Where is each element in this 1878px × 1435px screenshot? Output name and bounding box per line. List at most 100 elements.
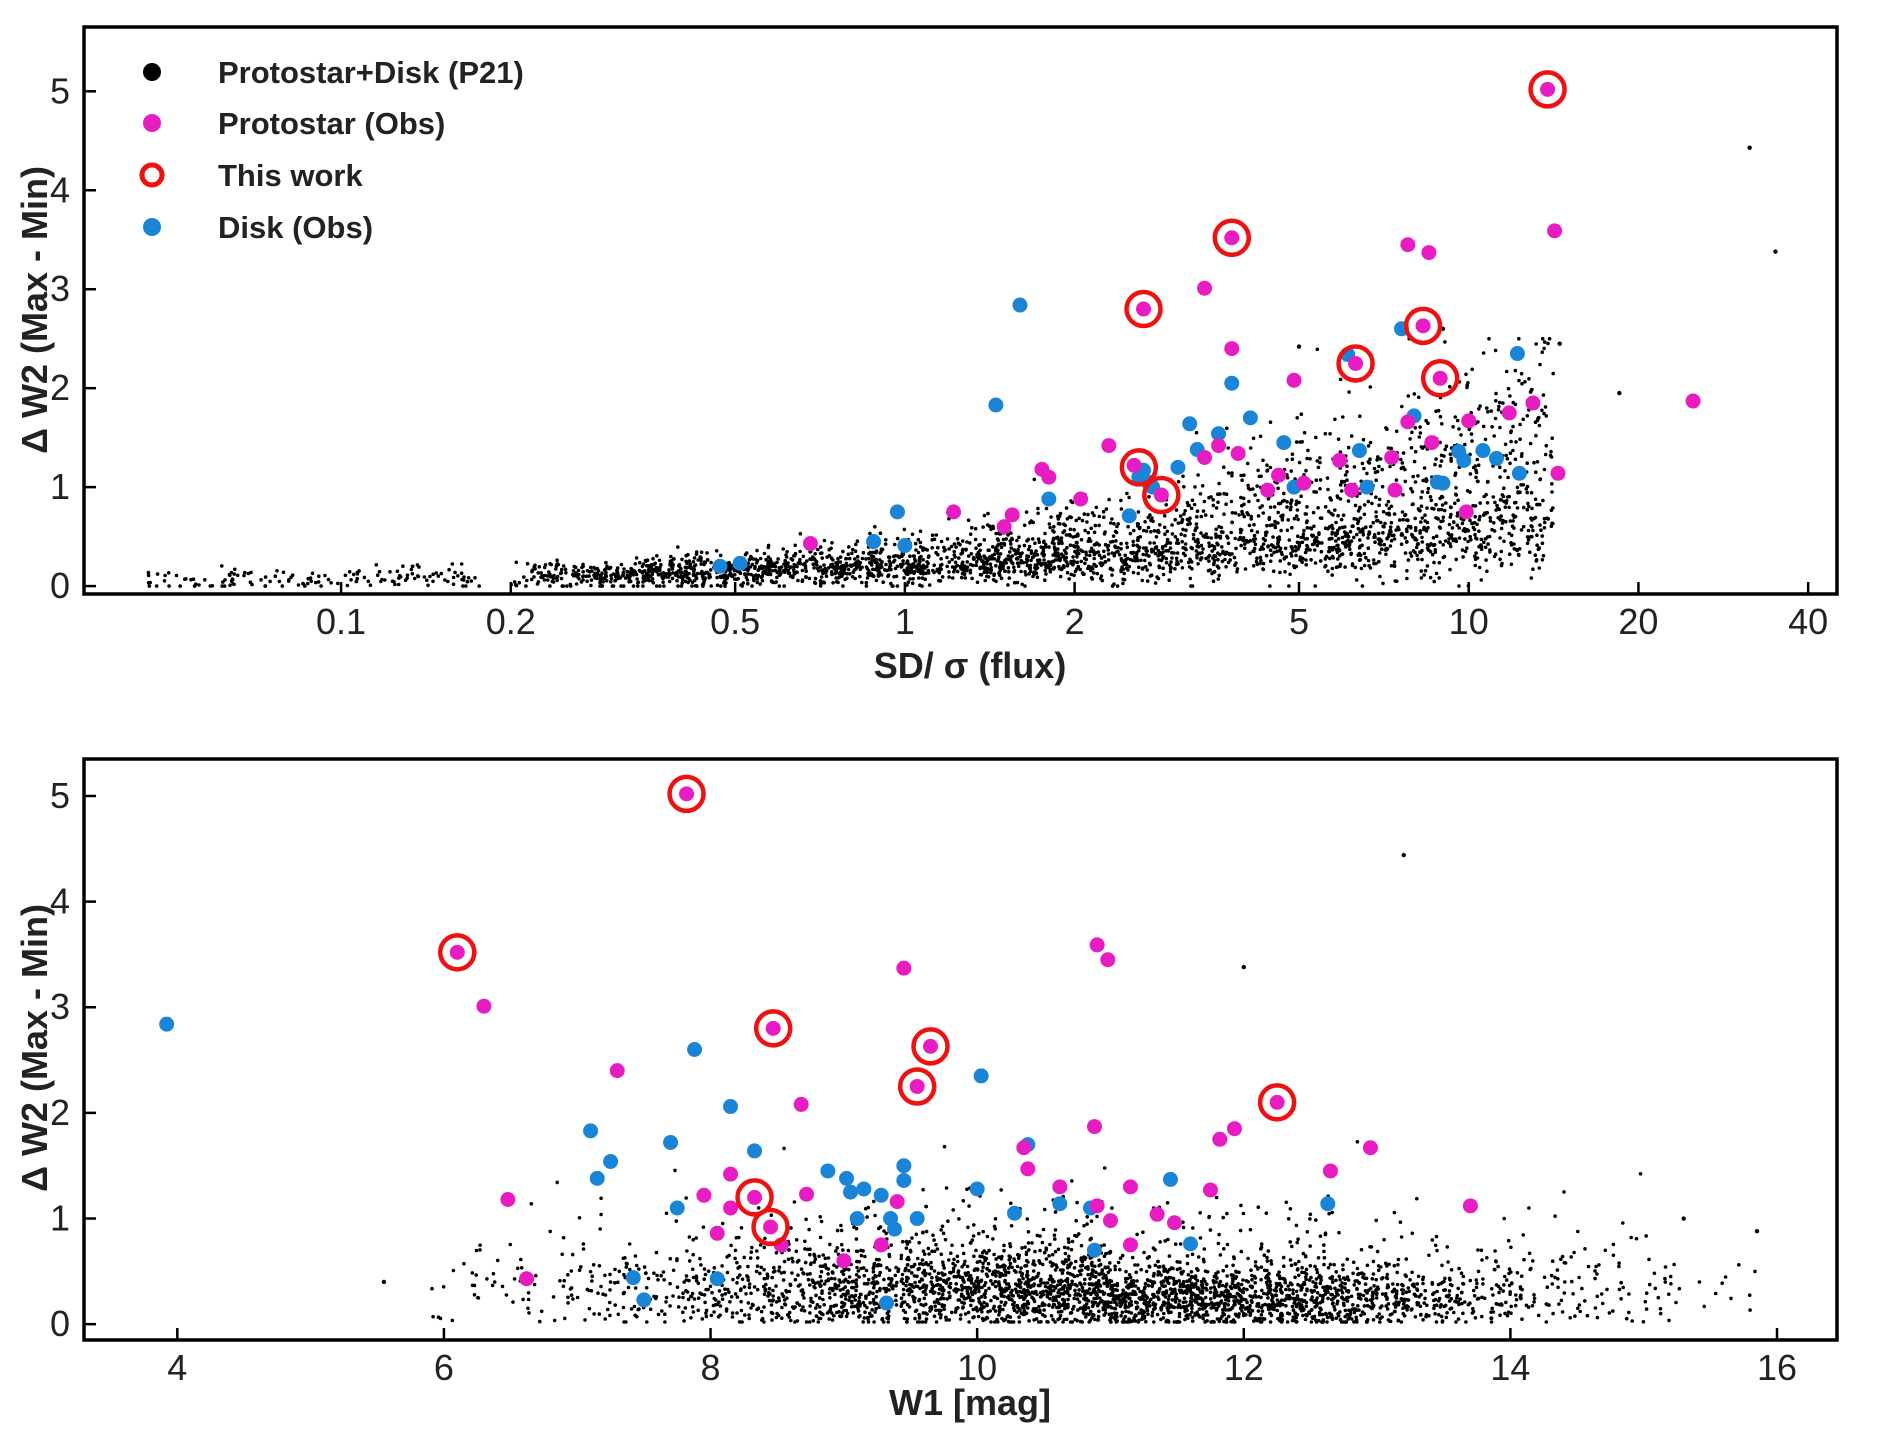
top-model-point	[1358, 538, 1362, 542]
top-model-point	[1368, 524, 1373, 529]
bottom-model-point	[882, 1277, 886, 1282]
bottom-model-point	[1256, 1301, 1261, 1306]
top-model-point	[1477, 407, 1481, 411]
top-model-point	[1212, 553, 1217, 558]
bottom-model-point	[1152, 1280, 1157, 1285]
top-model-point	[1193, 485, 1197, 489]
top-model-point	[1220, 559, 1225, 564]
top-model-point	[1509, 439, 1513, 444]
top-model-point	[1457, 526, 1461, 530]
bottom-model-point	[1234, 1275, 1239, 1279]
top-model-point	[1110, 584, 1115, 588]
top-model-point	[1127, 564, 1132, 569]
top-model-point	[968, 541, 972, 545]
top-model-point	[1253, 542, 1258, 547]
top-model-point	[1537, 566, 1542, 570]
bottom-model-point	[686, 1297, 691, 1302]
top-model-point	[1514, 440, 1518, 444]
top-model-point	[1401, 451, 1406, 455]
top-model-point	[585, 579, 589, 584]
top-model-point	[1463, 549, 1468, 554]
top-model-point	[223, 578, 227, 582]
top-disk-point	[1012, 297, 1028, 313]
bottom-model-point	[755, 1249, 759, 1253]
bottom-model-point	[1062, 1245, 1067, 1250]
bottom-model-point	[781, 1278, 786, 1282]
top-model-point	[1392, 512, 1397, 516]
top-model-point	[834, 570, 839, 574]
top-model-point	[1009, 531, 1013, 535]
bottom-model-point	[877, 1257, 881, 1262]
top-model-point	[1551, 371, 1555, 376]
top-model-point	[1453, 471, 1458, 476]
bottom-model-point	[964, 1286, 969, 1290]
top-model-point	[801, 562, 806, 567]
bottom-model-point	[1057, 1305, 1062, 1310]
top-model-point	[1110, 551, 1114, 555]
top-model-point	[1348, 529, 1353, 534]
bottom-model-point	[712, 1310, 716, 1314]
top-model-point	[1540, 350, 1544, 355]
bottom-model-point	[1474, 1278, 1479, 1282]
top-model-point	[1294, 499, 1299, 504]
bottom-model-point	[864, 1268, 869, 1273]
top-model-point	[1373, 540, 1377, 544]
bottom-model-point	[1493, 1249, 1497, 1253]
bottom-model-point	[895, 1280, 899, 1285]
top-model-point	[1214, 506, 1219, 510]
top-model-point	[228, 583, 232, 588]
top-model-point	[1282, 491, 1286, 496]
top-model-point	[1341, 540, 1345, 545]
top-model-point	[1106, 543, 1111, 548]
top-model-point	[950, 565, 955, 569]
top-model-point	[707, 574, 711, 579]
top-model-point	[1494, 399, 1498, 403]
top-model-point	[1133, 559, 1138, 563]
top-model-point	[1026, 537, 1031, 542]
top-model-point	[1251, 564, 1256, 568]
top-model-point	[1145, 579, 1150, 583]
top-model-point	[1420, 535, 1424, 540]
top-model-point	[1289, 469, 1293, 473]
bottom-model-point	[1025, 1217, 1030, 1221]
top-model-point	[1328, 432, 1332, 436]
bottom-model-point	[1627, 1310, 1631, 1315]
top-model-point	[783, 564, 788, 568]
top-model-point	[1336, 557, 1340, 561]
bottom-model-point	[1287, 1287, 1292, 1292]
top-model-point	[819, 575, 824, 579]
bottom-model-point	[616, 1280, 620, 1285]
bottom-model-point	[794, 1238, 799, 1242]
top-model-point	[1452, 520, 1456, 525]
top-model-point	[1249, 517, 1253, 521]
top-model-point	[1093, 523, 1098, 528]
top-model-point	[347, 570, 352, 574]
top-model-point	[1027, 572, 1031, 576]
bottom-model-point	[1599, 1292, 1604, 1296]
bottom-model-point	[999, 1188, 1003, 1192]
top-model-point	[259, 578, 263, 582]
bottom-model-point	[1080, 1286, 1085, 1290]
top-model-point	[1265, 523, 1269, 528]
bottom-model-point	[1352, 1310, 1357, 1315]
top-model-point	[1026, 547, 1031, 552]
bottom-model-point	[1077, 1300, 1082, 1304]
top-model-point	[1144, 552, 1149, 557]
bottom-model-point	[901, 1308, 906, 1313]
legend-item-model: Protostar+Disk (P21)	[143, 55, 524, 90]
top-model-point	[1279, 528, 1283, 533]
top-model-point	[568, 584, 573, 588]
top-model-point	[1441, 519, 1445, 523]
top-model-point	[277, 579, 282, 584]
top-model-point	[1059, 536, 1064, 540]
top-model-point	[1471, 503, 1475, 508]
top-model-point	[868, 561, 872, 565]
top-model-point	[604, 560, 608, 565]
top-model-point	[962, 569, 966, 574]
legend-item-protostar: Protostar (Obs)	[143, 106, 445, 141]
top-model-point	[636, 580, 641, 585]
top-model-point	[668, 562, 672, 567]
top-model-point	[410, 571, 415, 576]
top-model-point	[1389, 520, 1394, 525]
top-model-point	[1479, 547, 1484, 551]
